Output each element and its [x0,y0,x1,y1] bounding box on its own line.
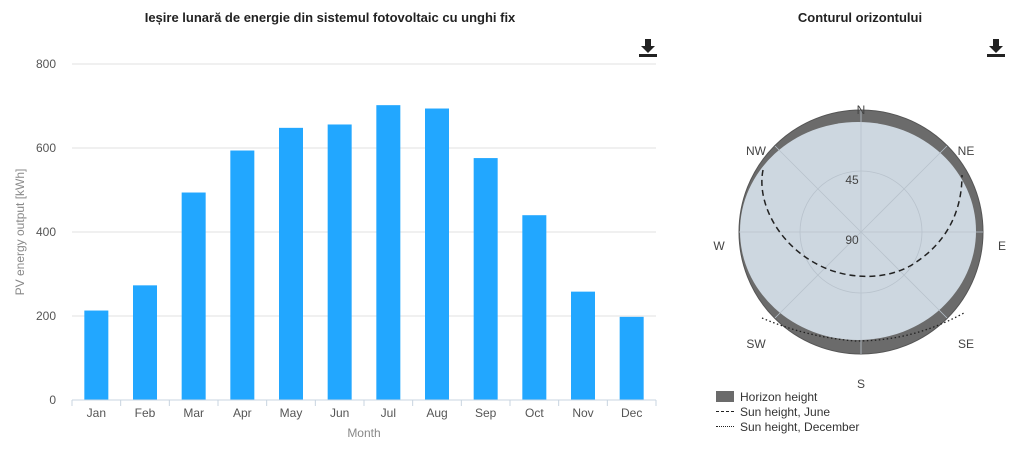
bar-jul[interactable] [376,105,401,400]
legend-item-june: Sun height, June [716,404,859,419]
compass-se: SE [958,337,974,351]
bar-apr[interactable] [230,150,255,400]
y-tick-label: 600 [36,141,56,155]
x-tick-label: May [280,406,303,420]
horizon-chart: N NE E SE S SW W NW 45 90 [713,103,1006,391]
download-icon[interactable] [638,38,658,58]
compass-n: N [857,103,866,117]
x-tick-label: Dec [621,406,642,420]
legend-item-december: Sun height, December [716,419,859,434]
bar-oct[interactable] [522,215,547,400]
sky-disc [740,122,976,340]
x-tick-label: Apr [233,406,252,420]
bar-sep[interactable] [473,158,498,400]
sun-path-june [761,169,963,278]
compass-nw: NW [746,144,767,158]
bar-aug[interactable] [425,108,449,401]
sun-path-december [761,312,965,342]
legend-item-horizon: Horizon height [716,389,859,404]
polar-grid [739,110,983,354]
bar-dec[interactable] [619,316,644,400]
bar-mar[interactable] [181,192,206,400]
x-tick-label: Jul [381,406,396,420]
compass-w: W [713,239,725,253]
bar-chart: 0 200 400 600 800 Jan Feb Mar Apr May Jun Jul Aug Sep… [13,57,657,440]
bar-nov[interactable] [571,291,595,400]
ring-label-90: 90 [845,233,859,247]
x-tick-label: Jun [330,406,349,420]
legend-swatch-june [716,411,734,412]
x-axis-label: Month [347,426,380,440]
x-tick-label: Sep [475,406,497,420]
legend-label-june: Sun height, June [740,404,831,419]
horizon-legend: Horizon height Sun height, June Sun heig… [716,389,859,434]
bar-chart-title: Ieșire lunară de energie din sistemul fo… [144,10,516,25]
x-tick-label: Aug [426,406,447,420]
bar-jun[interactable] [327,124,352,400]
download-icon[interactable] [986,38,1006,58]
bar-may[interactable] [279,127,303,400]
bar-feb[interactable] [133,285,157,400]
y-tick-label: 200 [36,309,56,323]
compass-s: S [857,377,865,391]
y-axis-label: PV energy output [kWh] [13,169,27,296]
legend-label-december: Sun height, December [740,419,860,434]
x-tick-label: Feb [135,406,156,420]
ring-label-45: 45 [845,173,859,187]
legend-swatch-horizon [716,391,734,402]
y-tick-label: 800 [36,57,56,71]
compass-sw: SW [746,337,766,351]
x-tick-label: Nov [572,406,593,420]
compass-ne: NE [958,144,975,158]
bar-jan[interactable] [84,310,109,400]
compass-e: E [998,239,1006,253]
legend-swatch-december [716,426,734,427]
x-tick-label: Oct [525,406,544,420]
x-tick-label: Mar [183,406,204,420]
legend-label-horizon: Horizon height [740,389,818,404]
y-tick-label: 400 [36,225,56,239]
x-tick-label: Jan [87,406,106,420]
horizon-chart-title: Conturul orizontului [797,10,923,25]
y-tick-label: 0 [49,393,56,407]
